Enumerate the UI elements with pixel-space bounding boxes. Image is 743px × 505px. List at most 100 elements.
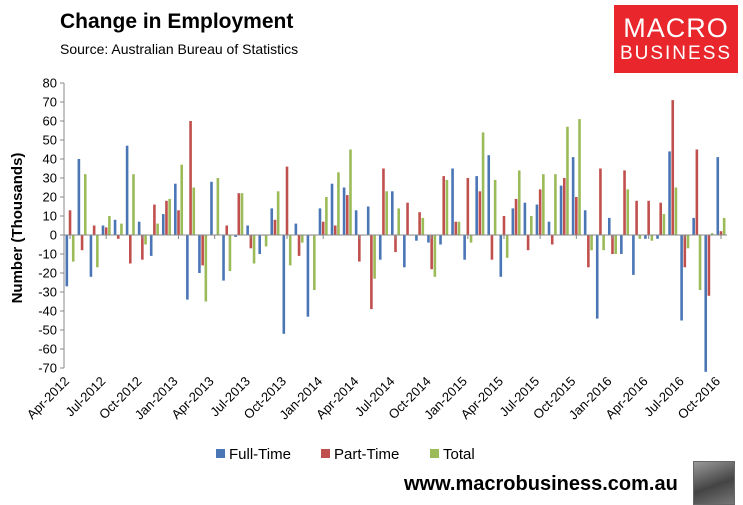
bar-total-dec-2014 xyxy=(457,221,461,235)
x-tick-label: Apr-2012 xyxy=(24,374,72,422)
bar-full-time-may-2015 xyxy=(511,208,515,235)
y-tick-label: 80 xyxy=(43,76,57,91)
bar-total-aug-2015 xyxy=(554,174,557,235)
bar-part-time-jun-2013 xyxy=(237,193,241,235)
bar-part-time-jun-2015 xyxy=(526,235,530,251)
y-axis-title: Number (Thousands) xyxy=(9,153,26,304)
bar-total-mar-2013 xyxy=(204,235,208,302)
bar-part-time-aug-2012 xyxy=(116,235,120,239)
bar-part-time-feb-2014 xyxy=(333,225,337,235)
bar-total-apr-2013 xyxy=(216,178,220,235)
bar-part-time-jan-2016 xyxy=(611,235,614,254)
bar-full-time-jan-2014 xyxy=(318,208,322,235)
bar-part-time-aug-2015 xyxy=(550,235,554,245)
bar-total-jul-2016 xyxy=(686,235,690,249)
y-tick-label: -70 xyxy=(38,361,57,376)
bar-total-jul-2015 xyxy=(542,174,545,235)
logo-line-business: BUSINESS xyxy=(619,43,733,64)
bar-part-time-nov-2013 xyxy=(297,235,301,256)
bar-part-time-apr-2015 xyxy=(502,216,506,235)
bar-full-time-jan-2013 xyxy=(174,183,177,235)
bar-full-time-apr-2016 xyxy=(644,235,647,239)
bar-total-sep-2016 xyxy=(710,233,714,235)
y-tick-label: 60 xyxy=(43,114,57,129)
bar-full-time-may-2013 xyxy=(222,235,225,281)
bar-full-time-nov-2012 xyxy=(149,235,153,256)
legend: Full-Time Part-Time Total xyxy=(216,446,475,463)
bar-full-time-mar-2013 xyxy=(198,235,201,273)
bar-full-time-oct-2013 xyxy=(282,235,286,334)
bar-part-time-jun-2016 xyxy=(671,100,675,235)
bar-full-time-mar-2016 xyxy=(632,235,635,275)
bar-part-time-jun-2012 xyxy=(92,225,96,235)
bar-part-time-dec-2012 xyxy=(165,200,168,235)
bar-total-jan-2016 xyxy=(614,235,617,254)
bar-total-jun-2014 xyxy=(385,191,388,235)
bar-total-may-2015 xyxy=(517,170,521,235)
y-tick-label: 30 xyxy=(43,171,57,186)
bar-full-time-aug-2013 xyxy=(258,235,261,254)
bar-part-time-mar-2013 xyxy=(201,235,204,266)
bar-part-time-sep-2014 xyxy=(418,212,421,235)
bar-total-jul-2014 xyxy=(397,208,400,235)
bar-total-aug-2016 xyxy=(698,235,702,291)
bar-total-dec-2013 xyxy=(313,235,316,291)
bar-total-jun-2015 xyxy=(530,216,533,235)
bar-total-nov-2014 xyxy=(445,179,449,235)
bar-full-time-jul-2016 xyxy=(680,235,683,321)
bar-total-sep-2013 xyxy=(276,191,280,235)
bar-part-time-jul-2012 xyxy=(104,227,108,235)
bar-total-jan-2014 xyxy=(325,197,328,235)
macrobusiness-logo: MACRO BUSINESS xyxy=(614,5,738,73)
bar-part-time-sep-2013 xyxy=(273,219,277,235)
bar-part-time-feb-2013 xyxy=(189,121,192,235)
bar-part-time-sep-2012 xyxy=(129,235,132,264)
bar-total-jan-2015 xyxy=(469,235,473,243)
y-tick-label: -50 xyxy=(38,323,57,338)
bar-part-time-nov-2012 xyxy=(153,204,156,235)
bar-part-time-may-2013 xyxy=(225,225,229,235)
bar-full-time-jun-2013 xyxy=(234,235,237,237)
bar-total-may-2014 xyxy=(373,235,376,279)
bar-full-time-dec-2015 xyxy=(595,235,599,319)
bar-part-time-oct-2014 xyxy=(430,235,433,270)
bar-full-time-may-2014 xyxy=(366,206,370,235)
bar-total-sep-2012 xyxy=(132,174,135,235)
bar-full-time-oct-2012 xyxy=(137,221,141,235)
bar-total-mar-2014 xyxy=(349,149,352,235)
bar-full-time-aug-2014 xyxy=(403,235,406,268)
bar-part-time-jan-2015 xyxy=(466,178,470,235)
website-url: www.macrobusiness.com.au xyxy=(404,473,678,495)
bar-part-time-may-2012 xyxy=(80,235,84,251)
bar-part-time-jul-2016 xyxy=(683,235,687,268)
bar-total-jul-2012 xyxy=(108,216,111,235)
bar-part-time-jul-2015 xyxy=(538,189,542,235)
legend-swatch-total xyxy=(430,449,439,458)
bar-total-aug-2013 xyxy=(264,235,268,247)
bar-full-time-apr-2012 xyxy=(65,235,69,287)
bar-total-jun-2013 xyxy=(240,193,244,235)
bars-group xyxy=(65,100,726,372)
bar-part-time-apr-2014 xyxy=(358,235,361,262)
bar-part-time-jul-2014 xyxy=(394,235,397,253)
bar-full-time-jun-2016 xyxy=(668,151,671,235)
bar-part-time-nov-2014 xyxy=(442,176,446,235)
bar-total-apr-2012 xyxy=(71,235,75,262)
bar-full-time-jun-2015 xyxy=(523,202,527,235)
bar-full-time-nov-2015 xyxy=(583,210,587,235)
bar-part-time-dec-2015 xyxy=(599,168,602,235)
y-tick-label: 70 xyxy=(43,95,57,110)
bar-full-time-dec-2014 xyxy=(451,168,454,235)
bar-full-time-feb-2015 xyxy=(475,176,478,235)
bar-full-time-oct-2015 xyxy=(571,157,575,235)
bar-part-time-jul-2013 xyxy=(249,235,253,249)
y-tick-label: -60 xyxy=(38,342,57,357)
wolf-avatar-icon xyxy=(693,461,735,505)
bar-part-time-feb-2015 xyxy=(478,191,482,235)
bar-full-time-nov-2014 xyxy=(439,235,442,245)
bar-total-oct-2013 xyxy=(288,235,292,266)
bar-full-time-may-2012 xyxy=(77,159,81,235)
bar-total-feb-2015 xyxy=(481,132,485,235)
chart-title: Change in Employment xyxy=(60,10,294,33)
